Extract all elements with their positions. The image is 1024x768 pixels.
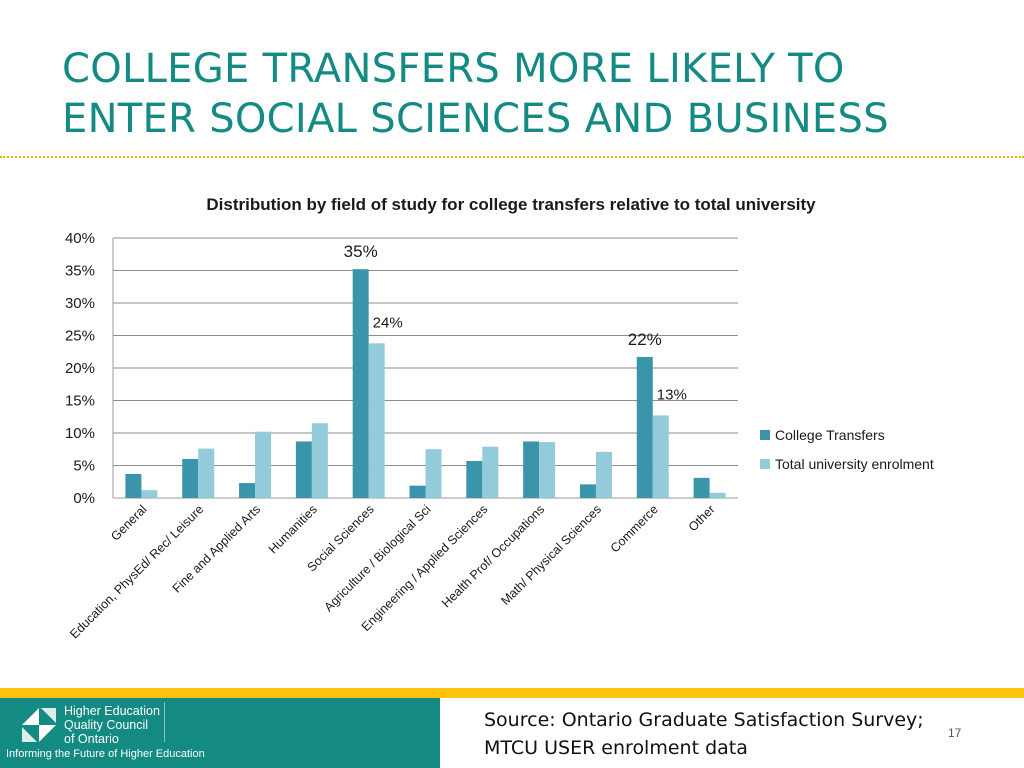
x-category-label: General [108,502,149,543]
title-divider [0,156,1024,158]
footer-logo-panel: Higher Education Quality Council of Onta… [0,698,440,768]
org-name: Higher Education Quality Council of Onta… [64,704,160,746]
org-name-line-1: Higher Education [64,704,160,718]
bar-total-university [539,442,556,498]
x-category-label: Humanities [266,502,320,556]
bar-college-transfers [409,485,426,498]
chart-gridlines [112,237,738,499]
chart-title: Distribution by field of study for colle… [206,195,816,214]
x-category-label: Math/ Physical Sciences [498,502,604,608]
y-tick-label: 40% [65,230,95,247]
bar-college-transfers [239,483,256,498]
y-tick-label: 20% [65,360,95,377]
bar-chart: Distribution by field of study for colle… [65,195,934,641]
bar-college-transfers [295,441,312,498]
legend-swatch [760,459,770,469]
data-labels: 35% 24% 22% 13% [344,242,687,403]
logo-divider [164,702,165,742]
bar-college-transfers [693,477,710,498]
slide-title-line-1: COLLEGE TRANSFERS MORE LIKELY TO [62,46,845,92]
footer-accent-band [0,688,1024,698]
data-label: 13% [657,386,687,403]
y-tick-label: 25% [65,328,95,345]
bar-college-transfers [579,484,596,498]
y-tick-label: 0% [73,490,95,507]
data-label: 22% [628,330,662,349]
bar-total-university [425,449,442,498]
bar-total-university [255,431,272,498]
bar-college-transfers [352,269,369,498]
slide-title: COLLEGE TRANSFERS MORE LIKELY TO ENTER S… [62,44,962,144]
y-tick-label: 5% [73,458,95,475]
chart-bars [125,269,726,498]
org-name-line-3: of Ontario [64,732,119,746]
y-tick-label: 15% [65,393,95,410]
y-tick-label: 35% [65,263,95,280]
y-tick-label: 30% [65,295,95,312]
data-label: 35% [344,242,378,261]
legend-label: Total university enrolment [775,456,934,472]
chart-legend: College Transfers Total university enrolm… [760,427,934,472]
bar-total-university [368,343,385,498]
x-category-label: Agriculture / Biological Sci [322,502,434,614]
bar-college-transfers [523,441,540,498]
y-axis-ticks: 0% 5% 10% 15% 20% 25% 30% 35% 40% [65,230,95,507]
x-category-label: Commerce [608,502,661,555]
bar-college-transfers [466,460,483,498]
bar-total-university [141,490,158,498]
source-line-1: Source: Ontario Graduate Satisfaction Su… [484,709,924,731]
page-number: 17 [948,726,962,740]
x-category-label: Health Prof/ Occupations [439,502,547,610]
org-name-line-2: Quality Council [64,718,149,732]
bar-total-university [595,451,612,498]
data-label: 24% [373,314,403,331]
legend-label: College Transfers [775,427,885,443]
bar-college-transfers [182,459,199,498]
x-category-label: Other [686,502,718,534]
bar-total-university [709,492,726,498]
bar-total-university [311,423,328,498]
heqco-logo-icon [22,708,56,742]
source-line-2: MTCU USER enrolment data [484,737,748,759]
bar-college-transfers [125,473,142,498]
bar-college-transfers [636,356,653,498]
bar-total-university [482,446,499,498]
bar-total-university [198,448,215,498]
source-note: Source: Ontario Graduate Satisfaction Su… [484,706,954,762]
slide-title-line-2: ENTER SOCIAL SCIENCES AND BUSINESS [62,96,889,142]
org-tagline: Informing the Future of Higher Education [6,748,205,760]
legend-swatch [760,430,770,440]
y-tick-label: 10% [65,425,95,442]
bar-total-university [652,415,669,498]
